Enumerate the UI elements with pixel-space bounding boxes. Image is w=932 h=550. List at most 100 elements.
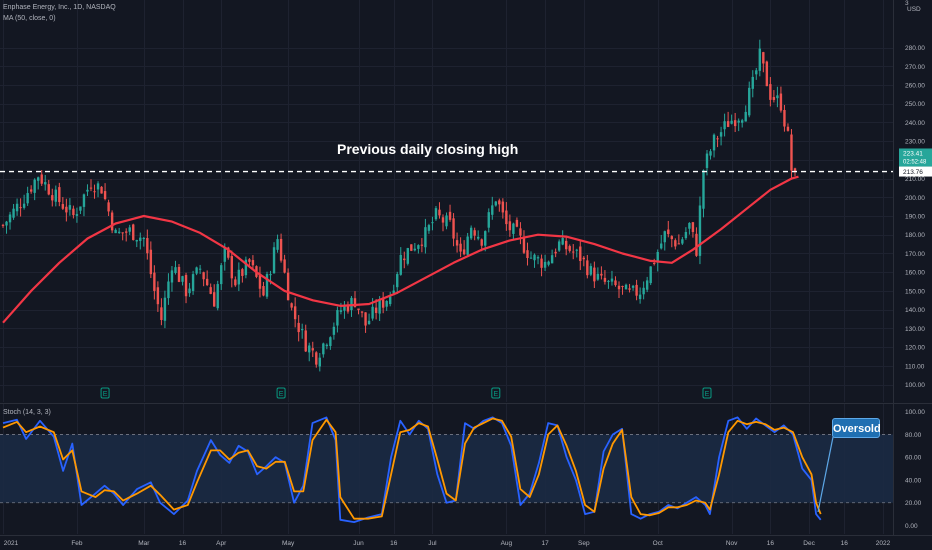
last-price-badge: [899, 148, 932, 167]
candle-down: [149, 249, 153, 275]
candle-up: [748, 87, 751, 116]
candle-down: [420, 244, 424, 246]
candle-down: [262, 286, 265, 296]
price-tick-label: 280.00: [905, 45, 925, 52]
candle-up: [114, 229, 117, 234]
time-tick-label: Jul: [428, 540, 437, 547]
earnings-label: E: [279, 391, 284, 398]
candle-down: [283, 259, 286, 273]
candle-up: [33, 179, 36, 193]
ma-legend-label[interactable]: MA (50, close, 0): [3, 15, 56, 22]
earnings-badge: [702, 387, 712, 399]
candle-up: [638, 294, 642, 300]
candle-up: [399, 254, 402, 275]
candle-down: [315, 352, 318, 365]
candle-up: [607, 280, 610, 282]
price-tick-label: 140.00: [905, 307, 925, 314]
candle-down: [381, 297, 385, 308]
candle-down: [628, 288, 631, 290]
candle-down: [600, 273, 603, 276]
time-tick-label: Apr: [216, 540, 227, 547]
candle-down: [304, 330, 307, 352]
time-tick-label: 16: [841, 540, 849, 547]
candle-down: [146, 238, 149, 254]
candle-up: [596, 273, 600, 280]
oversold-callout: Oversold: [832, 418, 881, 438]
candle-down: [716, 138, 719, 140]
candle-down: [357, 308, 360, 311]
candle-up: [339, 310, 343, 312]
candle-down: [65, 206, 68, 213]
candle-up: [96, 183, 100, 190]
price-tick-label: 200.00: [905, 195, 925, 202]
candle-up: [220, 265, 223, 285]
candle-up: [512, 223, 515, 234]
candle-down: [156, 287, 160, 305]
earnings-badge: [276, 387, 286, 399]
candle-down: [177, 266, 181, 282]
candle-down: [234, 279, 237, 286]
candle-up: [68, 205, 72, 210]
candle-up: [332, 326, 336, 335]
candle-up: [427, 225, 431, 231]
candle-up: [758, 48, 761, 71]
candle-up: [272, 247, 276, 274]
earnings-label: E: [103, 391, 108, 398]
symbol-title[interactable]: Enphase Energy, Inc., 1D, NASDAQ: [3, 4, 116, 11]
earnings-badge: [491, 387, 501, 399]
time-tick-label: Jun: [353, 540, 364, 547]
time-tick-label: 16: [390, 540, 398, 547]
candle-down: [769, 84, 772, 100]
candle-down: [501, 201, 505, 213]
candle-down: [311, 348, 314, 351]
candle-down: [726, 121, 730, 127]
candle-down: [762, 52, 765, 64]
candle-up: [308, 345, 311, 353]
stoch-d-line: [2, 417, 822, 520]
candle-up: [269, 274, 272, 276]
candle-down: [441, 217, 445, 223]
price-tick-label: 130.00: [905, 326, 925, 333]
candle-up: [624, 284, 628, 290]
candle-up: [301, 329, 304, 331]
candle-down: [248, 259, 251, 262]
candle-up: [371, 306, 374, 319]
time-tick-label: May: [282, 540, 295, 547]
candle-down: [515, 219, 519, 227]
previous-high-annotation: Previous daily closing high: [337, 141, 519, 157]
candle-up: [705, 153, 709, 168]
candle-up: [244, 259, 248, 276]
candle-up: [719, 132, 723, 137]
earnings-label: E: [493, 391, 498, 398]
candle-down: [29, 189, 33, 192]
candle-down: [279, 238, 283, 261]
candle-down: [677, 243, 681, 245]
stoch-legend-label[interactable]: Stoch (14, 3, 3): [3, 409, 51, 416]
candle-up: [82, 194, 86, 207]
candle-down: [473, 230, 476, 236]
time-tick-label: Sep: [578, 540, 590, 547]
candle-down: [89, 187, 93, 189]
candle-down: [505, 210, 508, 225]
candle-up: [276, 239, 279, 250]
candle-up: [223, 246, 226, 262]
candle-down: [103, 191, 107, 200]
candle-down: [783, 109, 786, 127]
level-price-tag: 213.76: [899, 166, 932, 177]
stoch-tick-label: 40.00: [905, 477, 922, 484]
candle-up: [631, 285, 635, 288]
candle-down: [403, 258, 406, 261]
candle-down: [290, 303, 293, 308]
candle-down: [582, 257, 585, 260]
price-tick-label: 150.00: [905, 288, 925, 295]
candle-down: [448, 211, 452, 220]
candle-up: [431, 222, 434, 224]
time-tick-label: 2021: [4, 540, 19, 547]
candle-down: [691, 222, 695, 232]
time-tick-label: 17: [541, 540, 549, 547]
candle-down: [526, 250, 529, 259]
candle-down: [205, 278, 209, 286]
candle-down: [364, 312, 367, 326]
candle-up: [75, 214, 79, 216]
